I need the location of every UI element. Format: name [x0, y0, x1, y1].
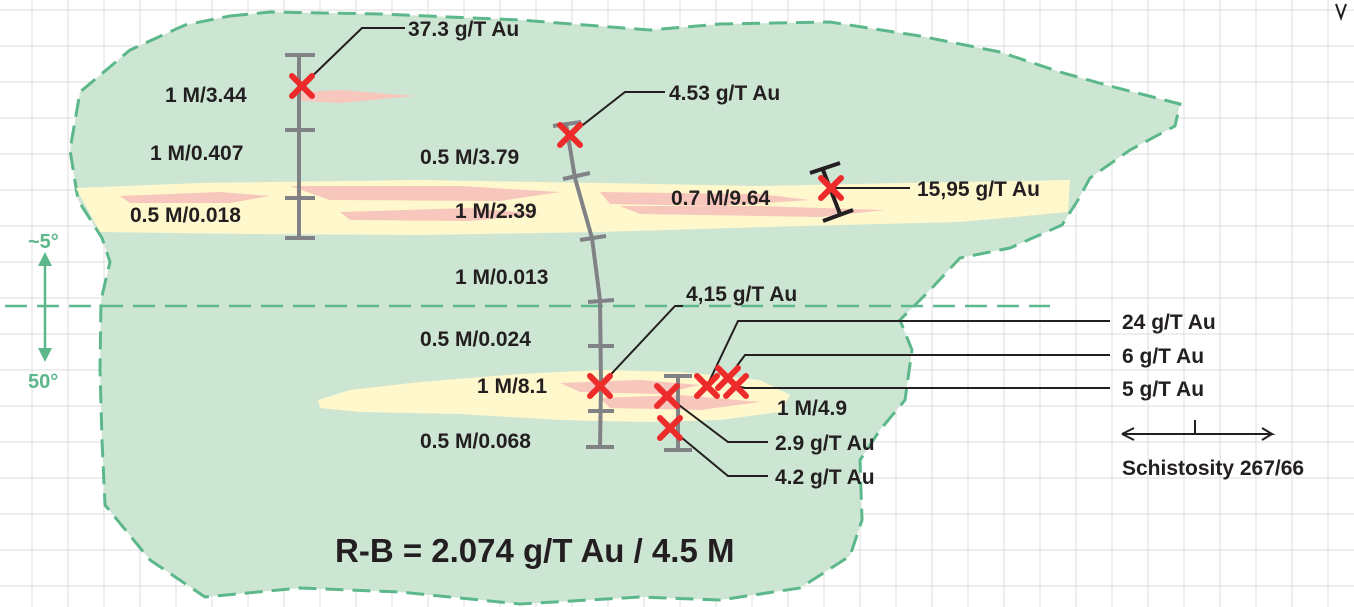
sample-mark-icon — [694, 373, 720, 399]
interval-label: 0.5 M/0.018 — [130, 204, 241, 227]
north-arrow-icon — [1335, 3, 1347, 21]
grab-sample-label: 15,95 g/T Au — [917, 178, 1040, 201]
interval-label: 0.5 M/3.79 — [420, 146, 519, 169]
interval-label: 1 M/0.407 — [150, 142, 243, 165]
sample-mark-icon — [654, 383, 680, 409]
interval-label: 1 M/8.1 — [477, 375, 547, 398]
sample-mark-icon — [289, 73, 315, 99]
interval-label: 0.5 M/0.024 — [420, 328, 531, 351]
interval-label: 1 M/0.013 — [455, 266, 548, 289]
grab-sample-label: 4.53 g/T Au — [669, 82, 780, 105]
angle-bottom-label: 50° — [28, 371, 58, 393]
sample-mark-icon — [587, 373, 613, 399]
interval-label: 0.7 M/9.64 — [671, 187, 771, 210]
grab-sample-label: 6 g/T Au — [1122, 345, 1204, 368]
summary-title: R-B = 2.074 g/T Au / 4.5 M — [335, 532, 734, 569]
orientation-arrow — [38, 252, 52, 362]
schistosity-symbol — [1121, 420, 1276, 441]
sample-mark-icon — [657, 415, 683, 441]
sample-mark-icon — [723, 373, 749, 399]
interval-label: 0.5 M/0.068 — [420, 430, 531, 453]
angle-top-label: ~5° — [28, 231, 59, 253]
schistosity-label: Schistosity 267/66 — [1122, 457, 1304, 480]
interval-label: 1 M/2.39 — [455, 200, 537, 223]
sample-marks — [289, 73, 844, 441]
interval-label: 1 M/3.44 — [165, 84, 247, 107]
outcrop-area — [68, 10, 1182, 606]
grab-sample-label: 5 g/T Au — [1122, 378, 1204, 401]
sample-mark-icon — [557, 122, 583, 148]
grab-sample-label: 4.2 g/T Au — [775, 466, 875, 489]
sample-mark-icon — [818, 175, 844, 201]
interval-label: 1 M/4.9 — [777, 397, 847, 420]
upper-vein-pink-lenses — [120, 90, 885, 221]
grab-sample-label: 4,15 g/T Au — [686, 283, 797, 306]
grab-sample-label: 37.3 g/T Au — [408, 18, 519, 41]
grab-sample-label: 2.9 g/T Au — [775, 432, 875, 455]
grab-sample-label: 24 g/T Au — [1122, 311, 1216, 334]
